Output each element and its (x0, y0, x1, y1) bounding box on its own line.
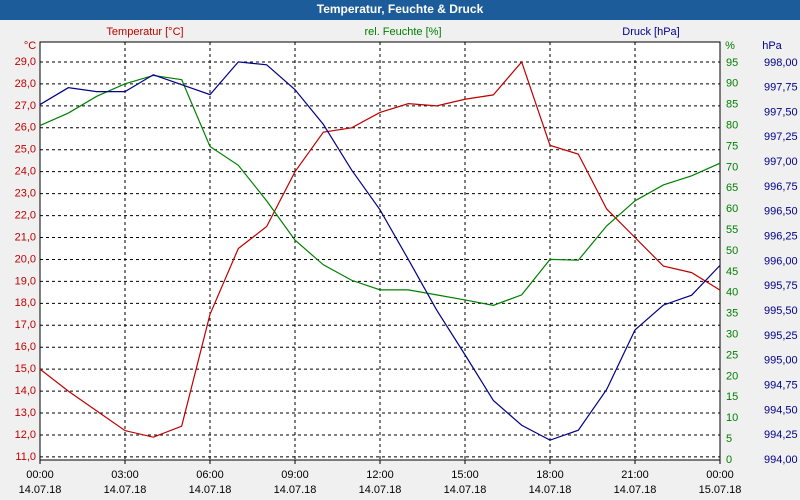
y-tick-label: 25,0 (15, 144, 36, 156)
x-tick-date: 14.07.18 (359, 484, 402, 496)
series-line (39, 60, 721, 438)
y-tick-label: 90 (726, 78, 738, 90)
y-tick-label: 95 (726, 57, 738, 69)
y-tick-label: 40 (726, 287, 738, 299)
y-tick-label: 11,0 (15, 451, 36, 463)
y-tick-label: 14,0 (15, 385, 36, 397)
y-tick-label: 24,0 (15, 166, 36, 178)
y-tick-label: 996,00 (764, 255, 798, 267)
y-tick-label: 12,0 (15, 429, 36, 441)
y-tick-label: 996,50 (764, 206, 798, 218)
y-tick-label: 997,75 (764, 82, 798, 94)
y-tick-label: 21,0 (15, 231, 36, 243)
y-tick-label: 16,0 (15, 341, 36, 353)
y-tick-label: 5 (726, 433, 732, 445)
axis-label: Temperatur [°C] (106, 26, 183, 38)
y-tick-label: 35 (726, 308, 738, 320)
y-tick-label: 995,75 (764, 280, 798, 292)
y-tick-label: 996,75 (764, 181, 798, 193)
x-tick-date: 14.07.18 (274, 484, 317, 496)
x-tick-date: 14.07.18 (529, 484, 572, 496)
y-tick-label: 55 (726, 224, 738, 236)
x-tick-label: 00:00 (706, 469, 734, 481)
y-tick-label: 80 (726, 120, 738, 132)
y-tick-label: 26,0 (15, 122, 36, 134)
x-tick-date: 14.07.18 (444, 484, 487, 496)
y-tick-label: 995,25 (764, 330, 798, 342)
y-tick-label: 10 (726, 412, 738, 424)
y-tick-label: 13,0 (15, 407, 36, 419)
y-tick-label: 19,0 (15, 275, 36, 287)
y-tick-label: 994,25 (764, 429, 798, 441)
y-tick-label: 997,00 (764, 156, 798, 168)
y-tick-label: 28,0 (15, 78, 36, 90)
y-tick-label: 22,0 (15, 209, 36, 221)
x-tick-date: 15.07.18 (699, 484, 742, 496)
x-tick-label: 00:00 (26, 469, 54, 481)
axis-unit: % (725, 40, 735, 52)
axis-unit: hPa (762, 40, 782, 52)
y-tick-label: 995,50 (764, 305, 798, 317)
y-tick-label: 18,0 (15, 297, 36, 309)
y-tick-label: 994,00 (764, 454, 798, 466)
axis-label: Druck [hPa] (622, 26, 679, 38)
x-tick-label: 12:00 (366, 469, 394, 481)
x-tick-date: 14.07.18 (19, 484, 62, 496)
y-tick-label: 27,0 (15, 100, 36, 112)
y-tick-label: 45 (726, 266, 738, 278)
y-tick-label: 25 (726, 349, 738, 361)
y-tick-label: 23,0 (15, 188, 36, 200)
x-tick-label: 18:00 (536, 469, 564, 481)
y-tick-label: 29,0 (15, 56, 36, 68)
y-tick-label: 997,25 (764, 131, 798, 143)
axis-label: rel. Feuchte [%] (364, 26, 441, 38)
y-tick-label: 15,0 (15, 363, 36, 375)
x-tick-date: 14.07.18 (104, 484, 147, 496)
y-tick-label: 17,0 (15, 319, 36, 331)
y-tick-label: 70 (726, 161, 738, 173)
y-tick-label: 85 (726, 99, 738, 111)
y-tick-label: 50 (726, 245, 738, 257)
y-tick-label: 996,25 (764, 231, 798, 243)
x-tick-label: 03:00 (111, 469, 139, 481)
y-tick-label: 998,00 (764, 57, 798, 69)
axis-unit: °C (24, 40, 36, 52)
y-tick-label: 60 (726, 203, 738, 215)
x-tick-label: 21:00 (621, 469, 649, 481)
y-tick-label: 20,0 (15, 253, 36, 265)
x-tick-date: 14.07.18 (614, 484, 657, 496)
y-tick-label: 65 (726, 182, 738, 194)
series-line (39, 61, 721, 441)
x-tick-label: 06:00 (196, 469, 224, 481)
chart-title: Temperatur, Feuchte & Druck (317, 2, 484, 16)
y-tick-label: 994,75 (764, 379, 798, 391)
y-tick-label: 15 (726, 391, 738, 403)
y-tick-label: 0 (726, 454, 732, 466)
y-tick-label: 994,50 (764, 404, 798, 416)
x-tick-date: 14.07.18 (189, 484, 232, 496)
y-tick-label: 995,00 (764, 355, 798, 367)
y-tick-label: 75 (726, 140, 738, 152)
y-tick-label: 30 (726, 329, 738, 341)
y-tick-label: 20 (726, 370, 738, 382)
x-tick-label: 15:00 (451, 469, 479, 481)
x-tick-label: 09:00 (281, 469, 309, 481)
title-bar (0, 0, 800, 20)
y-tick-label: 997,50 (764, 106, 798, 118)
